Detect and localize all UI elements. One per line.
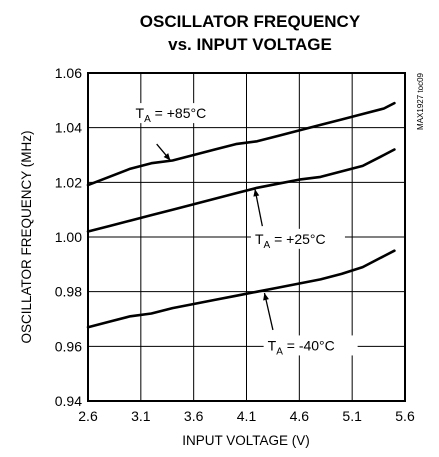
x-tick-label: 4.6	[290, 408, 310, 424]
series-label-rest: = +85°C	[151, 105, 206, 121]
x-axis-label: INPUT VOLTAGE (V)	[182, 433, 310, 448]
series-label-rest: = +25°C	[270, 231, 325, 247]
y-tick-label: 1.00	[55, 229, 82, 245]
y-tick-label: 1.06	[55, 65, 82, 81]
x-tick-label: 2.6	[78, 408, 98, 424]
annotation-arrowhead	[253, 189, 259, 196]
y-tick-label: 1.04	[55, 120, 82, 136]
series-lines	[88, 103, 394, 327]
chart-title-line-2: vs. INPUT VOLTAGE	[168, 35, 332, 54]
y-axis-label: OSCILLATOR FREQUENCY (MHz)	[19, 130, 34, 343]
x-tick-label: 5.1	[342, 408, 362, 424]
series-annotations: TA = +85°CTA = +25°CTA = -40°C	[132, 103, 358, 357]
series-line-1	[88, 150, 394, 232]
y-tick-label: 0.94	[55, 393, 82, 409]
x-tick-label: 3.6	[184, 408, 204, 424]
series-label-rest: = -40°C	[283, 337, 335, 353]
watermark: MAX1927 toc09	[416, 72, 425, 129]
y-tick-label: 1.02	[55, 174, 82, 190]
x-tick-label: 3.1	[131, 408, 151, 424]
series-line-2	[88, 251, 394, 328]
annotation-arrowhead	[263, 293, 269, 300]
x-tick-label: 4.1	[237, 408, 257, 424]
chart-title-line-1: OSCILLATOR FREQUENCY	[140, 12, 361, 31]
x-tick-labels: 2.6 3.1 3.6 4.1 4.6 5.1 5.6	[78, 408, 415, 424]
y-tick-labels: 0.94 0.96 0.98 1.00 1.02 1.04 1.06	[55, 65, 82, 409]
y-tick-label: 0.98	[55, 284, 82, 300]
x-tick-label: 5.6	[395, 408, 415, 424]
y-tick-label: 0.96	[55, 338, 82, 354]
